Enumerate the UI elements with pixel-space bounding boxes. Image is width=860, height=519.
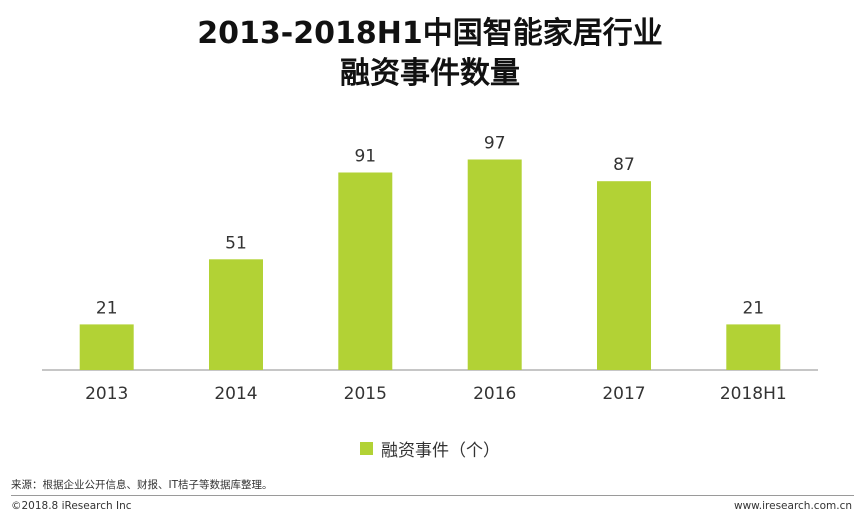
bar-2017	[597, 181, 651, 370]
legend-label: 融资事件（个）	[381, 441, 500, 461]
data-label-2014: 51	[225, 233, 247, 253]
legend-swatch	[360, 442, 373, 455]
chart-title: 2013-2018H1中国智能家居行业 融资事件数量	[0, 14, 860, 94]
bar-2013	[79, 324, 134, 370]
chart-legend: 融资事件（个）	[0, 436, 860, 461]
data-label-2013: 21	[96, 298, 118, 318]
x-tick-label-2014: 2014	[214, 384, 257, 404]
x-tick-label-2015: 2015	[344, 384, 387, 404]
bar-2015	[338, 172, 393, 370]
website-text: www.iresearch.com.cn	[733, 500, 852, 512]
chart-title-line2: 融资事件数量	[340, 56, 520, 91]
x-tick-label-2016: 2016	[473, 384, 516, 404]
x-tick-label-2017: 2017	[602, 384, 645, 404]
data-label-2018H1: 21	[742, 298, 764, 318]
data-label-2017: 87	[613, 155, 635, 175]
footer-divider	[11, 495, 854, 496]
x-tick-label-2013: 2013	[85, 384, 128, 404]
chart-title-line1: 2013-2018H1中国智能家居行业	[197, 16, 663, 51]
source-note: 来源：根据企业公开信息、财报、IT桔子等数据库整理。	[11, 479, 273, 491]
x-tick-label-2018H1: 2018H1	[720, 384, 787, 404]
bar-2016	[467, 159, 522, 370]
bar-2018H1	[726, 324, 781, 370]
copyright-text: ©2018.8 iResearch Inc	[11, 500, 132, 512]
data-label-2016: 97	[484, 134, 506, 154]
bar-2014	[209, 259, 263, 370]
data-label-2015: 91	[354, 147, 376, 167]
